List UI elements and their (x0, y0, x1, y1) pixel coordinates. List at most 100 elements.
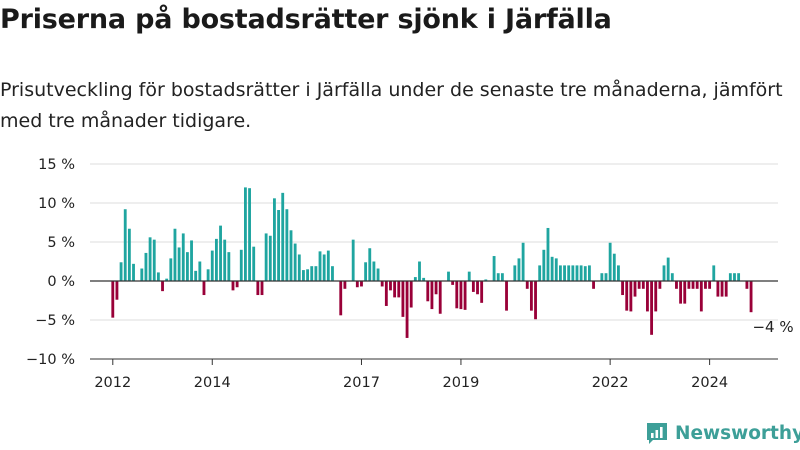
bar (331, 266, 334, 281)
bar (749, 281, 753, 313)
bar (119, 262, 123, 281)
bar (281, 192, 285, 281)
bar (235, 281, 239, 288)
bar (384, 281, 388, 306)
gridlines (90, 163, 778, 360)
bar (161, 281, 164, 292)
bar (264, 233, 268, 281)
bar (571, 265, 575, 281)
bar (592, 281, 595, 289)
bar (165, 278, 169, 281)
bar (244, 187, 247, 281)
bar (314, 266, 318, 281)
bar (459, 281, 463, 310)
bar (575, 265, 579, 281)
bar (248, 188, 251, 281)
bar (567, 265, 571, 281)
bar (724, 281, 728, 297)
x-axis: 2012 2014 2017 2019 2022 2024 (90, 358, 778, 391)
bar (297, 254, 301, 281)
y-tick-label: −5 % (35, 313, 75, 329)
bar (733, 273, 736, 281)
x-tick-label: 2022 (592, 375, 629, 391)
bar (529, 281, 533, 311)
bar (372, 261, 376, 281)
bar (418, 261, 421, 281)
bar (704, 281, 707, 289)
bar (525, 281, 529, 289)
bar (679, 281, 683, 304)
bar (310, 266, 314, 281)
bar (405, 281, 409, 338)
bar (716, 281, 720, 297)
bar (355, 281, 359, 288)
bar (190, 240, 193, 281)
bar (173, 228, 177, 281)
chart-subtitle: Prisutveckling för bostadsrätter i Järfä… (0, 79, 783, 132)
bar (127, 228, 131, 281)
x-tick-label: 2024 (691, 375, 728, 391)
bar (670, 273, 674, 281)
bar (111, 281, 115, 318)
bar (467, 271, 471, 281)
bar (604, 273, 608, 281)
bar (542, 249, 546, 281)
bar (426, 281, 430, 302)
bar (202, 281, 206, 296)
bar (194, 270, 198, 281)
bar (389, 281, 392, 291)
bar (351, 239, 355, 281)
bar (546, 227, 550, 281)
bar (708, 281, 712, 289)
bar (231, 281, 235, 291)
y-tick-label: 0 % (47, 274, 75, 290)
bar (471, 281, 475, 292)
bar (496, 273, 500, 281)
bar (169, 258, 173, 281)
bar (492, 256, 496, 281)
bar (687, 281, 691, 289)
bar (658, 281, 662, 289)
bar (302, 270, 305, 281)
bar (434, 281, 438, 295)
x-tick-label: 2014 (194, 375, 231, 391)
bar (268, 235, 272, 281)
bar (156, 272, 160, 281)
bar (152, 239, 156, 281)
bar (198, 261, 202, 281)
y-tick-label: 5 % (47, 235, 75, 251)
bar (140, 268, 144, 281)
bar (588, 265, 591, 281)
y-tick-label: −10 % (26, 352, 75, 368)
bar (438, 281, 442, 314)
bar (563, 265, 566, 281)
newsworthy-logo-icon (647, 423, 667, 444)
y-axis-labels: 15 % 10 % 5 % 0 % −5 % −10 % (26, 157, 75, 368)
bar (177, 247, 181, 281)
bar (380, 281, 384, 287)
bar (633, 281, 637, 297)
bar (579, 265, 583, 281)
bar (583, 266, 587, 281)
bar (699, 281, 703, 312)
bar (629, 281, 633, 312)
bar (326, 250, 330, 281)
bar (480, 281, 484, 303)
bar (728, 273, 732, 281)
bar (650, 281, 654, 335)
bar (695, 281, 699, 289)
bar (558, 265, 562, 281)
x-tick-label: 2012 (94, 375, 131, 391)
bar (285, 209, 289, 281)
bar (617, 265, 620, 281)
bar (256, 281, 260, 296)
bar (447, 271, 450, 281)
bar (343, 281, 347, 289)
bar (612, 253, 616, 281)
bar (144, 252, 148, 281)
bar (712, 265, 716, 281)
bar (289, 230, 293, 281)
bar (219, 225, 222, 281)
bar (409, 281, 413, 308)
